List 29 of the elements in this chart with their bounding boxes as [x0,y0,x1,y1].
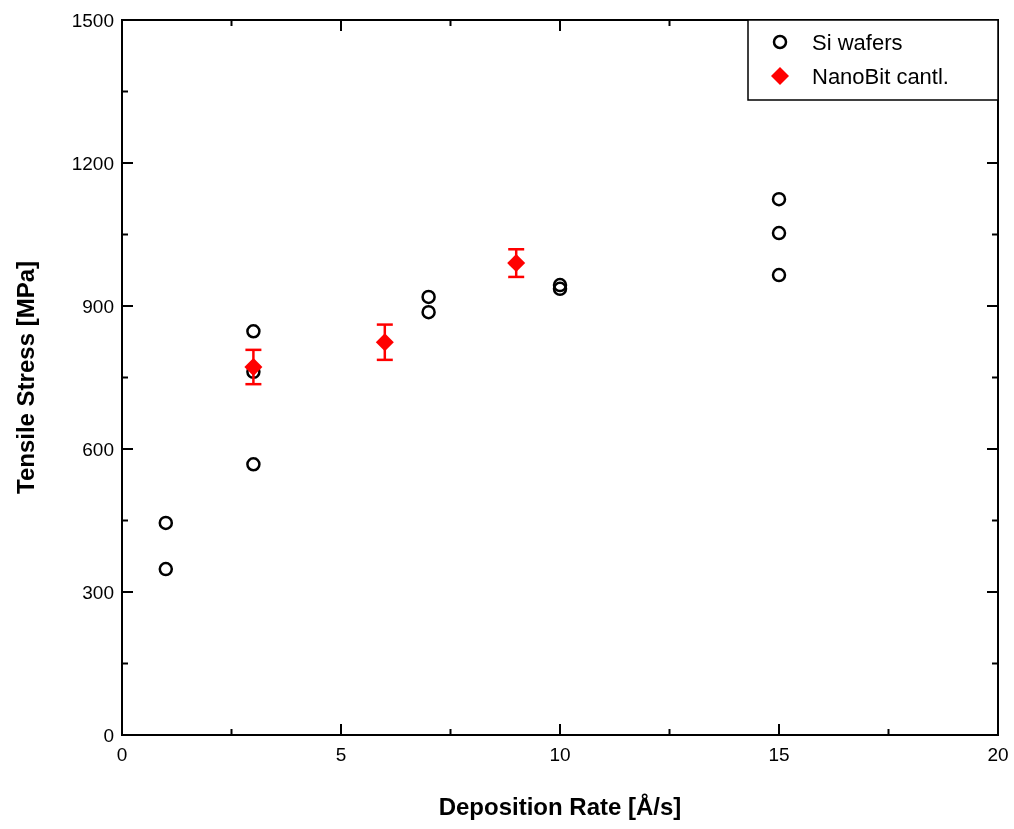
point [246,457,261,472]
y-tick-label: 600 [82,439,114,460]
point [771,225,787,241]
legend-label: NanoBit cantl. [812,64,949,89]
point [771,191,787,207]
point [421,304,436,320]
point [421,289,436,305]
point [507,254,526,273]
point [375,333,394,352]
y-tick-label: 900 [82,296,114,317]
point [552,277,568,293]
point [552,281,568,297]
y-tick-label: 300 [82,582,114,603]
point [158,561,174,577]
point [244,358,263,377]
x-tick-label: 10 [549,744,571,765]
point [246,324,261,339]
y-axis-title: Tensile Stress [MPa] [12,261,39,494]
x-axis-title: Deposition Rate [Å/s] [438,793,682,820]
y-tick-label: 0 [103,725,114,746]
point [158,515,174,531]
y-tick-label: 1200 [71,153,114,174]
x-tick-label: 0 [116,744,128,765]
x-tick-label: 20 [987,744,1009,765]
x-tick-label: 5 [335,744,347,765]
legend-label: Si wafers [812,30,903,55]
point [771,267,787,283]
y-tick-label: 1500 [71,10,114,31]
x-tick-label: 15 [768,744,790,765]
